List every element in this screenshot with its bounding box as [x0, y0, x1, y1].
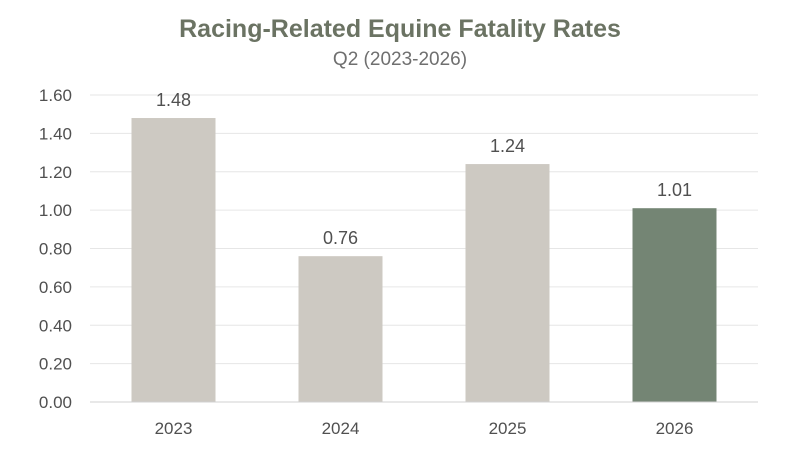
y-tick-label: 1.00 [39, 201, 72, 220]
bars [131, 118, 717, 403]
data-label: 1.24 [490, 136, 525, 156]
x-tick-label: 2025 [489, 419, 527, 438]
bar-2023 [131, 118, 216, 403]
y-tick-label: 1.20 [39, 163, 72, 182]
y-tick-label: 0.60 [39, 278, 72, 297]
bar-2024 [298, 256, 383, 402]
chart-title: Racing-Related Equine Fatality Rates [179, 15, 621, 43]
bar-2025 [465, 164, 550, 402]
y-axis-ticks: 0.00 0.20 0.40 0.60 0.80 1.00 1.20 1.40 1.60 [39, 86, 72, 412]
data-label: 1.48 [156, 90, 191, 110]
x-tick-label: 2026 [656, 419, 694, 438]
y-tick-label: 1.40 [39, 124, 72, 143]
chart-subtitle: Q2 (2023-2026) [333, 49, 467, 70]
data-label: 1.01 [657, 180, 692, 200]
bar-2026 [632, 208, 717, 402]
data-label: 0.76 [323, 228, 358, 248]
x-tick-label: 2024 [322, 419, 360, 438]
y-tick-label: 0.80 [39, 240, 72, 259]
x-axis-ticks: 2023 2024 2025 2026 [155, 419, 694, 438]
y-tick-label: 1.60 [39, 86, 72, 105]
y-tick-label: 0.40 [39, 316, 72, 335]
data-labels: 1.48 0.76 1.24 1.01 [156, 90, 692, 248]
y-tick-label: 0.20 [39, 355, 72, 374]
x-tick-label: 2023 [155, 419, 193, 438]
y-tick-label: 0.00 [39, 393, 72, 412]
